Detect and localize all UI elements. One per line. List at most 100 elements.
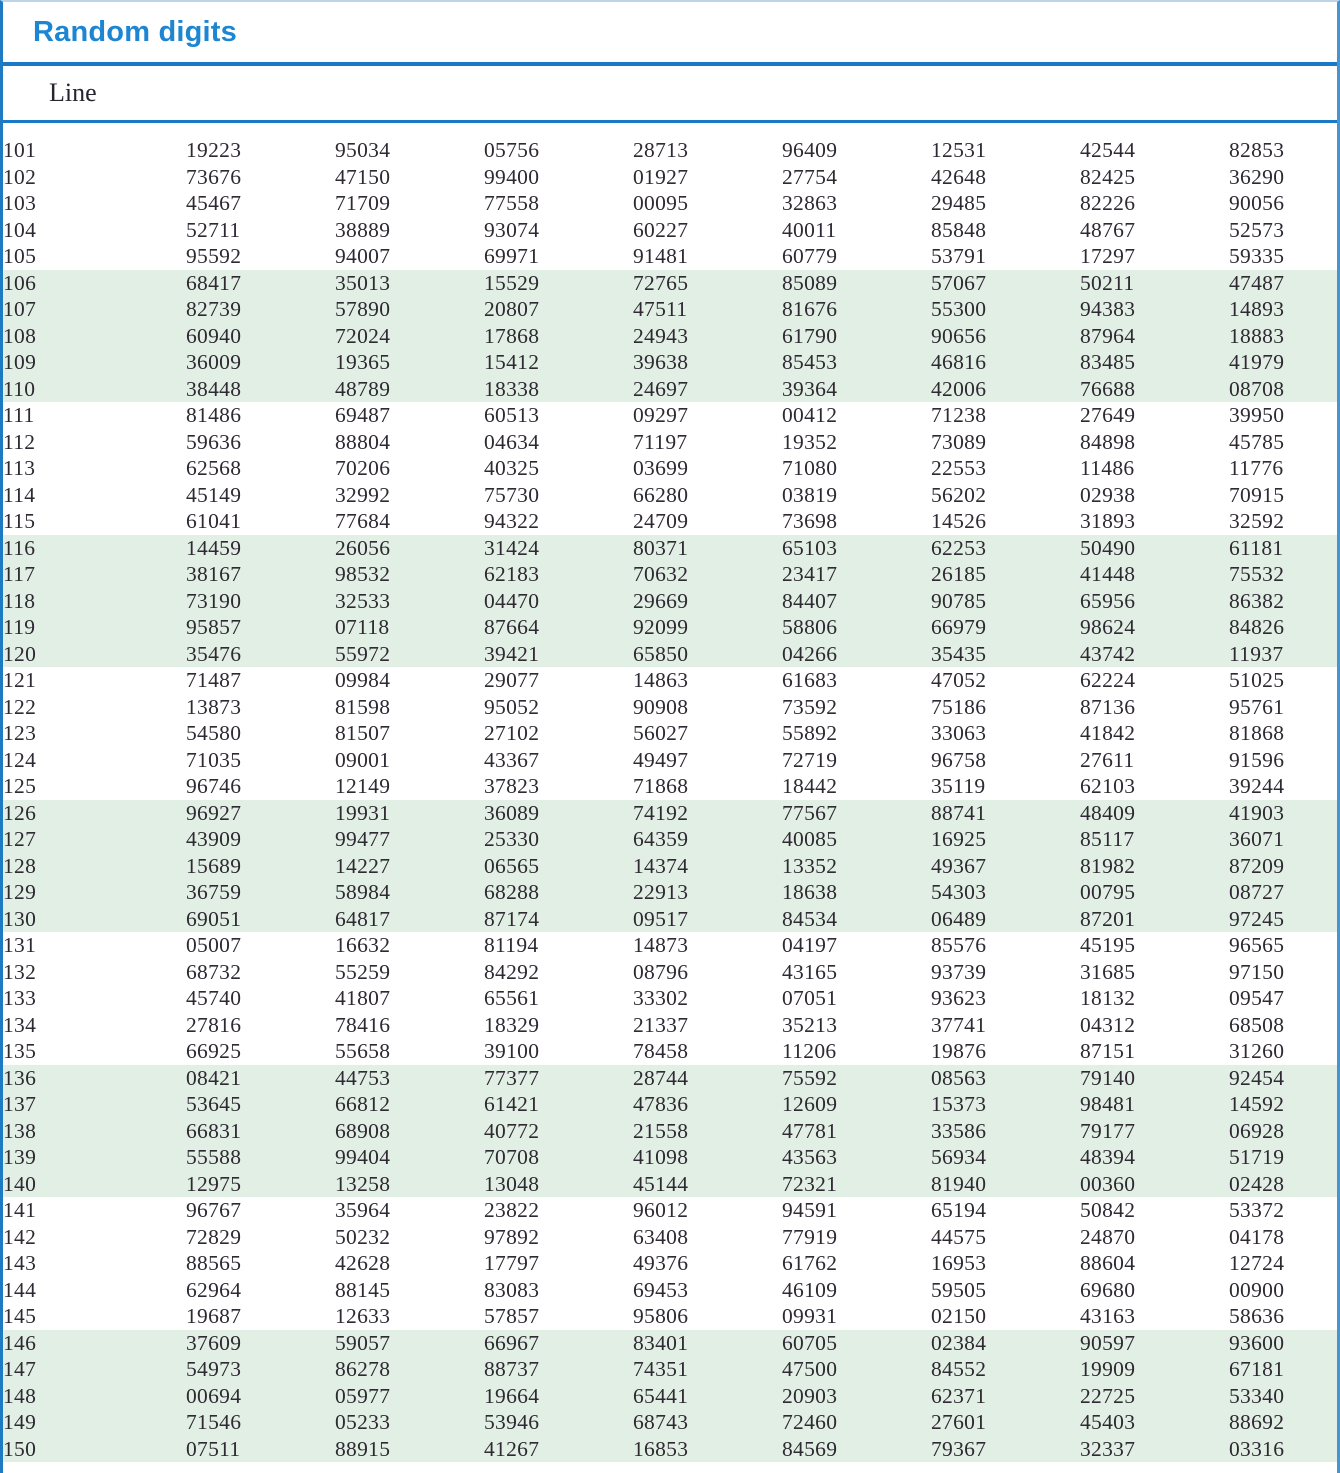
digit-cell: 47511: [633, 297, 688, 321]
digit-cell: 47052: [931, 668, 987, 692]
table-row: 111 81486 69487 60513 09297 00412 71238 …: [3, 402, 1337, 429]
digit-cell: 03316: [1229, 1436, 1285, 1461]
digit-cell: 53791: [931, 244, 987, 268]
digit-cell: 31685: [1080, 959, 1136, 984]
digit-cell: 38448: [186, 376, 242, 401]
digit-cell: 88737: [484, 1357, 540, 1381]
digit-cell: 50211: [1080, 270, 1135, 295]
line-number-cell: 133: [3, 986, 37, 1010]
digit-cell: 59057: [335, 1330, 391, 1355]
digit-cell: 65441: [633, 1383, 689, 1408]
digit-cell: 44753: [335, 1065, 391, 1090]
digit-cell: 05977: [335, 1383, 391, 1408]
digit-cell: 26185: [931, 562, 987, 586]
digit-cell: 84552: [931, 1357, 987, 1381]
digit-cell: 61421: [484, 1092, 540, 1116]
line-number-cell: 131: [3, 933, 37, 957]
digit-cell: 40325: [484, 456, 540, 480]
digit-cell: 43909: [186, 827, 242, 851]
digit-cell: 61041: [186, 509, 242, 533]
digit-cell: 69971: [484, 244, 540, 268]
digit-cell: 22553: [931, 456, 987, 480]
digit-cell: 19352: [782, 429, 838, 454]
digit-cell: 27816: [186, 1012, 242, 1037]
digit-cell: 81868: [1229, 721, 1285, 745]
digit-cell: 68732: [186, 959, 242, 984]
table-row: 105 95592 94007 69971 91481 60779 53791 …: [3, 243, 1337, 270]
digit-cell: 12149: [335, 774, 391, 798]
digit-cell: 33586: [931, 1118, 987, 1143]
table-row: 127 43909 99477 25330 64359 40085 16925 …: [3, 826, 1337, 853]
digit-cell: 64359: [633, 827, 689, 851]
digit-cell: 48409: [1080, 800, 1136, 825]
line-number-cell: 137: [3, 1092, 37, 1116]
digit-cell: 77684: [335, 509, 391, 533]
digit-cell: 50842: [1080, 1198, 1136, 1222]
digit-cell: 73089: [931, 429, 987, 454]
digit-cell: 60227: [633, 217, 689, 242]
table-body-area: 101 19223 95034 05756 28713 96409 12531 …: [3, 123, 1337, 1462]
digit-cell: 21558: [633, 1118, 689, 1143]
digit-cell: 98624: [1080, 615, 1136, 639]
digit-cell: 81194: [484, 933, 539, 957]
digit-cell: 73676: [186, 164, 242, 189]
digit-cell: 50232: [335, 1224, 391, 1249]
line-number-cell: 101: [3, 138, 37, 162]
digit-cell: 83401: [633, 1330, 689, 1355]
line-number-cell: 109: [3, 350, 37, 374]
digit-cell: 00795: [1080, 880, 1136, 904]
digit-cell: 72719: [782, 747, 838, 772]
digit-cell: 81676: [782, 297, 838, 321]
line-number-cell: 116: [3, 535, 36, 560]
digit-cell: 54973: [186, 1357, 242, 1381]
table-row: 141 96767 35964 23822 96012 94591 65194 …: [3, 1197, 1337, 1224]
digit-cell: 27754: [782, 164, 838, 189]
digit-cell: 72321: [782, 1171, 838, 1196]
line-number-cell: 143: [3, 1251, 37, 1275]
digit-cell: 39244: [1229, 774, 1285, 798]
digit-cell: 09517: [633, 906, 689, 931]
table-header-row: Line: [3, 66, 1337, 120]
digit-cell: 11206: [782, 1039, 837, 1063]
digit-cell: 49497: [633, 747, 689, 772]
digit-cell: 71546: [186, 1410, 242, 1434]
table-row: 143 88565 42628 17797 49376 61762 16953 …: [3, 1250, 1337, 1277]
line-number-cell: 130: [3, 906, 37, 931]
digit-cell: 94322: [484, 509, 540, 533]
digit-cell: 71197: [633, 429, 688, 454]
digit-cell: 08708: [1229, 376, 1285, 401]
digit-cell: 06489: [931, 906, 987, 931]
digit-cell: 04178: [1229, 1224, 1285, 1249]
digit-cell: 65561: [484, 986, 540, 1010]
digit-cell: 77558: [484, 191, 540, 215]
digit-cell: 39100: [484, 1039, 540, 1063]
digit-cell: 61181: [1229, 535, 1284, 560]
line-number-cell: 105: [3, 244, 37, 268]
digit-cell: 53372: [1229, 1198, 1285, 1222]
digit-cell: 90597: [1080, 1330, 1136, 1355]
table-row: 128 15689 14227 06565 14374 13352 49367 …: [3, 852, 1337, 879]
digit-cell: 22725: [1080, 1383, 1136, 1408]
digit-cell: 19664: [484, 1383, 540, 1408]
digit-cell: 04634: [484, 429, 540, 454]
digit-cell: 62568: [186, 456, 242, 480]
table-body: 101 19223 95034 05756 28713 96409 12531 …: [3, 137, 1337, 1462]
digit-cell: 57067: [931, 270, 987, 295]
digit-cell: 87964: [1080, 323, 1136, 348]
digit-cell: 06928: [1229, 1118, 1285, 1143]
line-number-cell: 134: [3, 1012, 37, 1037]
digit-cell: 36290: [1229, 164, 1285, 189]
digit-cell: 71035: [186, 747, 242, 772]
digit-cell: 70915: [1229, 482, 1285, 507]
digit-cell: 19909: [1080, 1357, 1136, 1381]
table-row: 133 45740 41807 65561 33302 07051 93623 …: [3, 985, 1337, 1012]
digit-cell: 14227: [335, 853, 391, 878]
digit-cell: 82226: [1080, 191, 1136, 215]
line-number-cell: 113: [3, 456, 36, 480]
table-row: 126 96927 19931 36089 74192 77567 88741 …: [3, 799, 1337, 826]
digit-cell: 07051: [782, 986, 838, 1010]
digit-cell: 99400: [484, 164, 540, 189]
digit-cell: 76688: [1080, 376, 1136, 401]
table-row: 116 14459 26056 31424 80371 65103 62253 …: [3, 534, 1337, 561]
digit-cell: 38167: [186, 562, 242, 586]
